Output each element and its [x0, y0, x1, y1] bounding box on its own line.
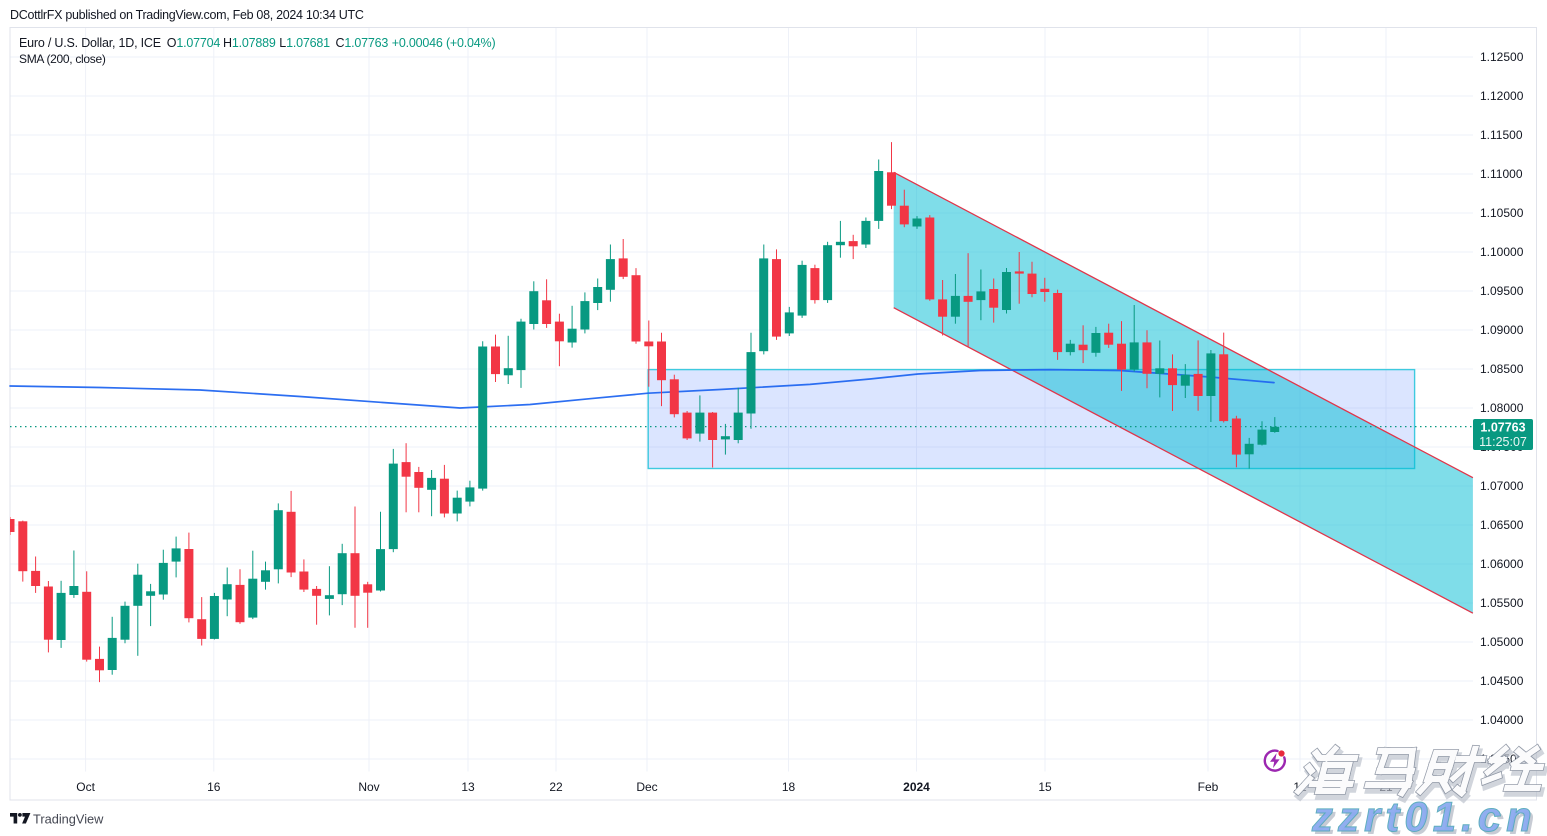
svg-text:H1.07889: H1.07889 — [223, 36, 276, 50]
svg-text:1.09000: 1.09000 — [1480, 323, 1524, 337]
svg-text:Nov: Nov — [358, 780, 379, 794]
svg-text:1.12500: 1.12500 — [1480, 50, 1524, 64]
svg-text:zzrt01.cn: zzrt01.cn — [1311, 793, 1537, 836]
svg-text:15: 15 — [1038, 780, 1052, 794]
svg-text:22: 22 — [549, 780, 563, 794]
svg-text:1.07763: 1.07763 — [1480, 421, 1525, 435]
svg-text:Oct: Oct — [76, 780, 95, 794]
svg-text:DCottlrFX published on Trading: DCottlrFX published on TradingView.com, … — [10, 8, 364, 22]
svg-text:1.10000: 1.10000 — [1480, 245, 1524, 259]
svg-text:18: 18 — [782, 780, 796, 794]
svg-text:zzrt01.cn: zzrt01.cn — [1314, 796, 1540, 836]
svg-text:2024: 2024 — [903, 780, 930, 794]
svg-text:11:25:07: 11:25:07 — [1479, 435, 1527, 449]
svg-text:1.08000: 1.08000 — [1480, 401, 1524, 415]
svg-text:C1.07763: C1.07763 — [336, 36, 389, 50]
svg-text:O1.07704: O1.07704 — [167, 36, 221, 50]
svg-text:+0.00046 (+0.04%): +0.00046 (+0.04%) — [392, 36, 496, 50]
svg-text:1.04000: 1.04000 — [1480, 713, 1524, 727]
svg-text:1.06500: 1.06500 — [1480, 518, 1524, 532]
svg-text:1.11500: 1.11500 — [1480, 128, 1523, 142]
svg-text:1.09500: 1.09500 — [1480, 284, 1524, 298]
svg-text:Dec: Dec — [636, 780, 657, 794]
svg-text:SMA (200, close): SMA (200, close) — [19, 52, 106, 66]
svg-text:13: 13 — [461, 780, 475, 794]
svg-text:1.10500: 1.10500 — [1480, 206, 1524, 220]
svg-text:16: 16 — [207, 780, 221, 794]
svg-text:L1.07681: L1.07681 — [279, 36, 330, 50]
svg-text:1.12000: 1.12000 — [1480, 89, 1524, 103]
svg-text:Euro / U.S. Dollar, 1D, ICE: Euro / U.S. Dollar, 1D, ICE — [19, 36, 161, 50]
svg-text:TradingView: TradingView — [33, 812, 104, 827]
svg-text:1.05000: 1.05000 — [1480, 635, 1524, 649]
svg-text:1.06000: 1.06000 — [1480, 557, 1524, 571]
svg-text:Feb: Feb — [1198, 780, 1219, 794]
svg-text:1.05500: 1.05500 — [1480, 596, 1524, 610]
svg-text:1.08500: 1.08500 — [1480, 362, 1524, 376]
svg-text:1.04500: 1.04500 — [1480, 674, 1524, 688]
svg-text:1.07000: 1.07000 — [1480, 479, 1524, 493]
svg-text:1.11000: 1.11000 — [1480, 167, 1523, 181]
